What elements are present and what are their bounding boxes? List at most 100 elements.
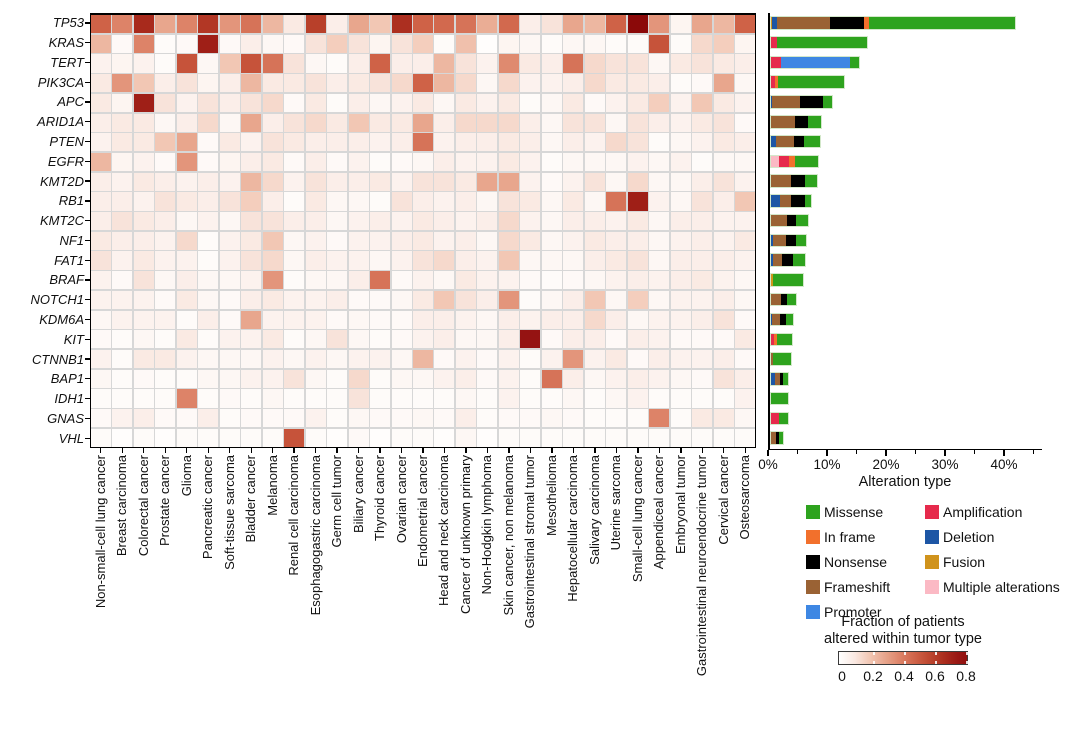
heatmap-cell	[198, 74, 219, 93]
heatmap-cell	[413, 428, 433, 447]
heatmap-cell	[155, 93, 176, 113]
heatmap-cell	[91, 74, 111, 93]
bar-segment-nonsense	[794, 116, 809, 128]
heatmap-cell	[370, 271, 391, 290]
gene-label: TP53	[52, 15, 84, 31]
heatmap-cell	[176, 349, 197, 369]
heatmap-cell	[305, 231, 326, 250]
tumor-type-label: Pancreatic cancer	[200, 455, 216, 560]
bar-segment-deletion	[770, 254, 774, 266]
heatmap-cell	[112, 409, 133, 428]
heatmap-cell	[241, 330, 262, 349]
heatmap-cell	[327, 15, 348, 34]
heatmap-cell	[434, 93, 455, 113]
heatmap-cell	[219, 15, 240, 34]
heatmap-cell	[133, 330, 154, 349]
heatmap-cell	[520, 290, 541, 310]
x-axis-minor-tick	[973, 450, 976, 454]
heatmap-cell	[176, 389, 197, 408]
heatmap-cell	[606, 113, 627, 132]
tumor-type-label: Cervical cancer	[715, 455, 731, 545]
gene-alteration-bar	[769, 75, 846, 89]
heatmap-cell	[348, 152, 369, 172]
heatmap-cell	[434, 152, 455, 172]
x-axis-minor-tick	[1032, 450, 1035, 454]
heatmap-cell	[455, 192, 476, 211]
heatmap-cell	[563, 349, 584, 369]
heatmap-cell	[713, 369, 734, 388]
heatmap-cell	[520, 93, 541, 113]
bar-segment-amplification	[770, 333, 775, 345]
heatmap-cell	[219, 271, 240, 290]
heatmap-cell	[155, 349, 176, 369]
bar-segment-fusion	[770, 274, 773, 286]
gene-label: BRAF	[49, 272, 84, 288]
tumor-type-tick	[250, 448, 252, 453]
heatmap-cell	[284, 349, 305, 369]
heatmap-cell	[391, 428, 412, 447]
heatmap-cell	[327, 409, 348, 428]
gene-label: KMT2C	[39, 213, 84, 229]
heatmap-cell	[692, 428, 713, 447]
heatmap-cell	[692, 290, 713, 310]
heatmap-cell	[305, 133, 326, 152]
x-axis-tick-label: 30%	[931, 457, 959, 472]
heatmap-cell	[198, 428, 219, 447]
tumor-type-tick	[143, 448, 145, 453]
heatmap-cell	[176, 428, 197, 447]
heatmap-cell	[563, 310, 584, 329]
heatmap-cell	[434, 369, 455, 388]
heatmap-cell	[606, 172, 627, 191]
heatmap-cell	[305, 428, 326, 447]
fusion-color-swatch-icon	[925, 555, 939, 569]
heatmap-cell	[606, 133, 627, 152]
heatmap-cell	[284, 369, 305, 388]
heatmap-cell	[370, 290, 391, 310]
heatmap-cell	[692, 271, 713, 290]
heatmap-cell	[176, 409, 197, 428]
heatmap-cell	[584, 192, 605, 211]
heatmap-cell	[498, 212, 519, 231]
heatmap-cell	[713, 133, 734, 152]
heatmap-cell	[455, 152, 476, 172]
nonsense-color-swatch-icon	[806, 555, 820, 569]
heatmap-cell	[498, 113, 519, 132]
colorbar-title-line2: altered within tumor type	[824, 631, 982, 647]
heatmap-cell	[219, 34, 240, 53]
heatmap-cell	[498, 34, 519, 53]
heatmap-cell	[670, 54, 691, 73]
heatmap-cell	[735, 251, 755, 270]
heatmap-cell	[584, 231, 605, 250]
gene-alteration-bar	[769, 332, 793, 346]
heatmap-cell	[370, 389, 391, 408]
heatmap-cell	[541, 93, 562, 113]
heatmap-cell	[348, 369, 369, 388]
gene-alteration-bar	[769, 411, 789, 426]
gene-label: KDM6A	[39, 311, 84, 327]
heatmap-cell	[241, 34, 262, 53]
heatmap-cell	[348, 74, 369, 93]
heatmap-cell	[176, 15, 197, 34]
heatmap-cell	[327, 310, 348, 329]
heatmap-cell	[541, 192, 562, 211]
colorbar-notch	[966, 652, 968, 655]
tumor-type-label-slot: Germ cell tumor	[326, 455, 347, 737]
amplification-color-swatch-icon	[925, 505, 939, 519]
bar-segment-missense	[849, 56, 859, 69]
colorbar-notch	[873, 652, 875, 655]
tumor-type-tick	[100, 448, 102, 453]
legend-item-label: Promoter	[824, 604, 882, 620]
tumor-type-tick	[336, 448, 338, 453]
gene-label: NOTCH1	[30, 292, 84, 308]
heatmap-cell	[348, 409, 369, 428]
bar-segment-frameshift	[770, 214, 788, 227]
heatmap-cell	[627, 93, 648, 113]
tumor-type-label-slot: Hepatocellular carcinoma	[563, 455, 584, 737]
heatmap-cell	[735, 231, 755, 250]
heatmap-cell	[284, 409, 305, 428]
gene-tick	[85, 22, 90, 24]
heatmap-cell	[627, 389, 648, 408]
tumor-type-tick	[229, 448, 231, 453]
heatmap-cell	[348, 330, 369, 349]
tumor-type-label: Osteosarcoma	[737, 455, 753, 540]
